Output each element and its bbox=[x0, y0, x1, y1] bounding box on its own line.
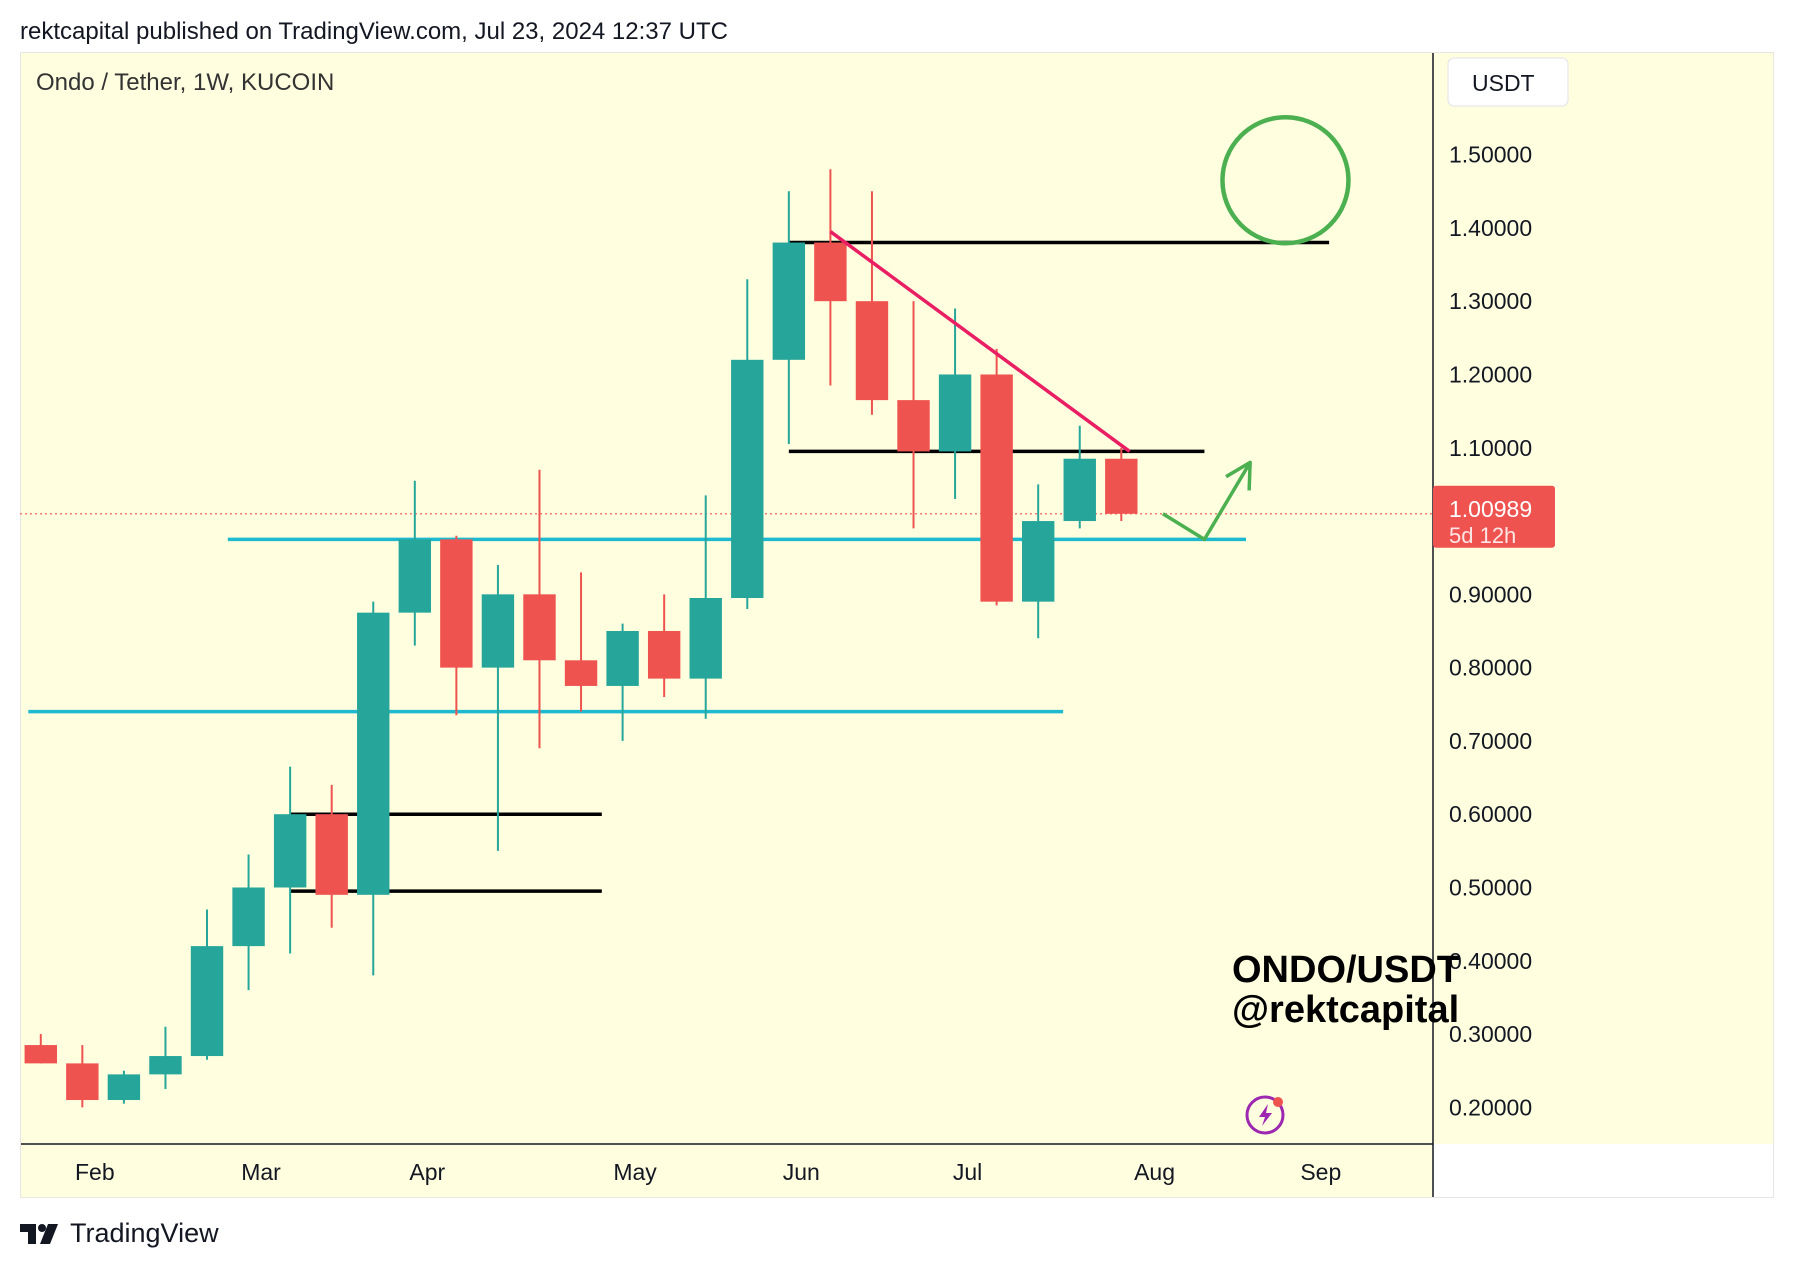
candle-body-2 bbox=[107, 1074, 141, 1101]
price-tick-label: 1.10000 bbox=[1449, 435, 1532, 461]
candle-body-18 bbox=[772, 242, 806, 360]
price-axis-background bbox=[1433, 52, 1774, 1144]
price-tick-label: 0.30000 bbox=[1449, 1021, 1532, 1047]
time-tick-label: Apr bbox=[409, 1159, 445, 1185]
price-tick-label: 0.80000 bbox=[1449, 655, 1532, 681]
candle-body-4 bbox=[190, 946, 224, 1057]
candle-body-26 bbox=[1105, 458, 1138, 514]
current-price-label: 1.00989 bbox=[1449, 496, 1532, 522]
projection-arrow bbox=[1161, 461, 1252, 542]
chart-title: Ondo / Tether, 1W, KUCOIN bbox=[36, 69, 334, 96]
chart-outline bbox=[20, 52, 1774, 1198]
candle-body-16 bbox=[689, 598, 722, 679]
current-price-badge bbox=[1433, 485, 1555, 548]
candle-body-13 bbox=[564, 660, 598, 686]
chart-frame[interactable]: 0.20000 0.30000 0.40000 0.50000 0.60000 0.700… bbox=[20, 52, 1774, 1198]
time-tick-label: Aug bbox=[1134, 1159, 1175, 1185]
candle-body-10 bbox=[440, 539, 473, 668]
price-tick-label: 0.20000 bbox=[1449, 1094, 1532, 1120]
candle-body-17 bbox=[731, 359, 764, 598]
candle-body-9 bbox=[398, 539, 432, 613]
price-axis[interactable]: 0.20000 0.30000 0.40000 0.50000 0.60000 0.700… bbox=[1433, 68, 1555, 1120]
tradingview-logo-icon bbox=[20, 1223, 58, 1244]
candles-layer bbox=[24, 169, 1138, 1108]
time-axis[interactable]: Feb Mar Apr May Jun Jul Aug Sep bbox=[75, 1159, 1341, 1185]
price-tick-label: 0.90000 bbox=[1449, 581, 1532, 607]
candle-body-14 bbox=[606, 630, 639, 686]
time-tick-label: May bbox=[613, 1159, 657, 1185]
candle-body-5 bbox=[232, 887, 265, 947]
candle-body-6 bbox=[273, 814, 307, 888]
candle-body-25 bbox=[1063, 458, 1096, 522]
price-tick-label: 0.70000 bbox=[1449, 728, 1532, 754]
price-tick-label: 1.20000 bbox=[1449, 361, 1532, 387]
time-tick-label: Jun bbox=[783, 1159, 820, 1185]
tradingview-wordmark: TradingView bbox=[70, 1218, 219, 1248]
price-tick-label: 0.50000 bbox=[1449, 874, 1532, 900]
currency-button-label[interactable]: USDT bbox=[1472, 70, 1535, 96]
descending-trendline bbox=[829, 230, 1131, 453]
watermark-pair: ONDO/USDT bbox=[1232, 949, 1460, 991]
price-tick-label: 1.50000 bbox=[1449, 142, 1532, 168]
candle-body-3 bbox=[149, 1056, 182, 1075]
time-tick-label: Sep bbox=[1300, 1159, 1341, 1185]
time-tick-label: Jul bbox=[953, 1159, 982, 1185]
price-tick-label: 0.60000 bbox=[1449, 801, 1532, 827]
price-tick-label: 1.30000 bbox=[1449, 288, 1532, 314]
candle-body-12 bbox=[523, 594, 556, 661]
candle-body-0 bbox=[24, 1045, 57, 1064]
publish-header: rektcapital published on TradingView.com… bbox=[20, 18, 728, 45]
price-tick-label: 1.40000 bbox=[1449, 215, 1532, 241]
candle-body-23 bbox=[980, 374, 1013, 602]
bar-countdown-label: 5d 12h bbox=[1449, 523, 1516, 548]
candle-body-1 bbox=[66, 1063, 99, 1101]
time-tick-label: Feb bbox=[75, 1159, 115, 1185]
candle-body-11 bbox=[481, 594, 515, 668]
candle-body-24 bbox=[1021, 521, 1055, 602]
candle-body-7 bbox=[315, 814, 348, 895]
watermark: ONDO/USDT @rektcapital bbox=[1232, 949, 1460, 1031]
target-circle bbox=[1220, 115, 1351, 246]
watermark-handle: @rektcapital bbox=[1232, 989, 1459, 1031]
price-tick-label: 0.40000 bbox=[1449, 948, 1532, 974]
candle-body-15 bbox=[647, 630, 681, 679]
candlestick-chart[interactable]: 0.20000 0.30000 0.40000 0.50000 0.60000 0.700… bbox=[20, 52, 1774, 1198]
projection-arrow-head bbox=[1225, 460, 1252, 491]
plot-background bbox=[20, 52, 1433, 1144]
candle-body-22 bbox=[938, 374, 972, 452]
time-axis-background bbox=[20, 1144, 1433, 1198]
currency-button[interactable]: USDT bbox=[1447, 57, 1569, 107]
candle-body-20 bbox=[855, 301, 889, 401]
time-tick-label: Mar bbox=[241, 1159, 281, 1185]
candle-body-19 bbox=[814, 242, 847, 302]
drawings-layer bbox=[829, 115, 1351, 542]
lightning-icon bbox=[1245, 1095, 1285, 1135]
candle-body-8 bbox=[357, 612, 390, 895]
tradingview-footer[interactable]: TradingView bbox=[20, 1218, 219, 1249]
candle-body-21 bbox=[897, 400, 930, 452]
